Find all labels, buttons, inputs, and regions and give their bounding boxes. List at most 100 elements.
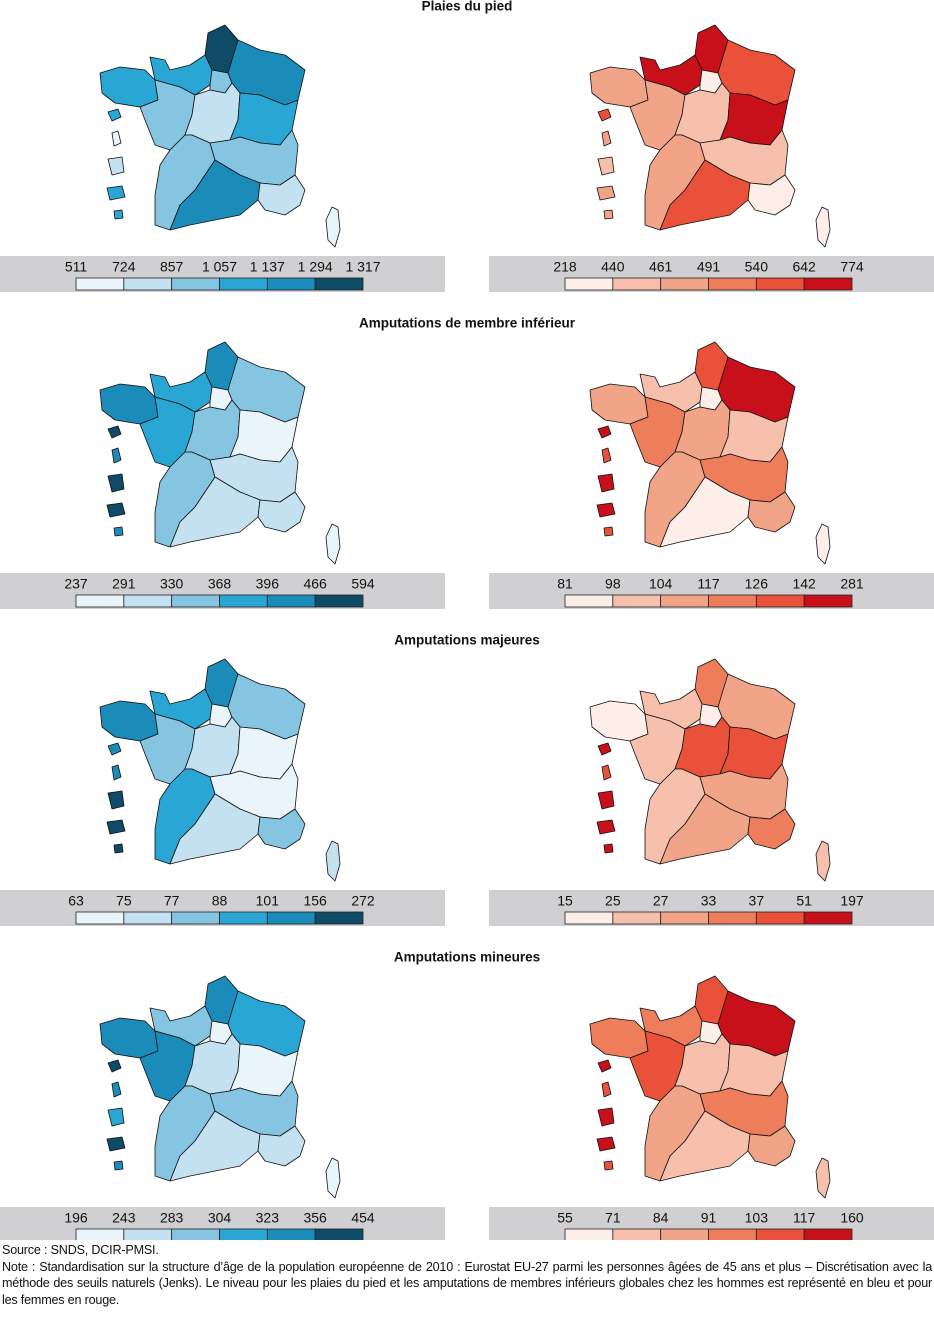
region [99, 66, 159, 108]
figure: Plaies du pied 511 724 857 1 057 1 137 1 294 1 … [0, 0, 934, 1240]
region [815, 840, 831, 882]
panel-title: Plaies du pied [422, 0, 513, 14]
legend-label: 243 [112, 1210, 136, 1226]
region [113, 209, 124, 220]
legend-label: 1 137 [250, 259, 285, 275]
legend-label: 724 [112, 259, 136, 275]
legend-swatch [660, 277, 709, 291]
legend-label: 15 [557, 893, 573, 909]
legend-swatch [708, 1228, 757, 1240]
legend-label: 283 [160, 1210, 184, 1226]
region [597, 1059, 612, 1073]
legend-swatch [612, 1228, 662, 1240]
map [99, 658, 341, 882]
region [589, 700, 649, 742]
legend-swatch [612, 594, 662, 608]
legend-label: 91 [701, 1210, 717, 1226]
legend-swatch [123, 594, 173, 608]
region [596, 819, 616, 835]
legend-swatch [314, 594, 364, 608]
legend-label: 81 [557, 576, 573, 592]
legend-label: 511 [65, 259, 88, 275]
legend-label: 37 [749, 893, 765, 909]
legend-label: 540 [745, 259, 769, 275]
region [747, 1125, 796, 1167]
panel-title: Amputations de membre inférieur [359, 316, 576, 331]
region [99, 383, 159, 425]
map [589, 658, 831, 882]
region [169, 159, 261, 231]
legend-swatch [171, 911, 220, 925]
source: Source : SNDS, DCIR-PMSI. [2, 1243, 159, 1257]
legend-label: 330 [160, 576, 184, 592]
region [99, 700, 159, 742]
region [659, 1110, 751, 1182]
legend-label: 491 [697, 259, 721, 275]
legend-swatch [564, 594, 614, 608]
region [111, 764, 122, 781]
region [107, 156, 125, 176]
legend-swatch [314, 1228, 364, 1240]
map [99, 24, 341, 248]
legend-label: 103 [745, 1210, 769, 1226]
map [589, 341, 831, 565]
legend-swatch [660, 1228, 709, 1240]
legend-label: 774 [840, 259, 864, 275]
legend-swatch [803, 277, 853, 291]
legend-swatch [75, 1228, 125, 1240]
legend-label: 156 [303, 893, 327, 909]
legend-label: 396 [256, 576, 280, 592]
region [325, 840, 341, 882]
legend-label: 104 [649, 576, 673, 592]
region [107, 790, 125, 810]
region [113, 526, 124, 537]
region [107, 1107, 125, 1127]
region [99, 1017, 159, 1059]
legend-label: 71 [605, 1210, 621, 1226]
region [596, 502, 616, 518]
legend-label: 272 [351, 893, 375, 909]
legend-swatch [123, 911, 173, 925]
legend-label: 291 [112, 576, 136, 592]
legend-label: 1 294 [298, 259, 333, 275]
legend-swatch [314, 277, 364, 291]
legend-label: 857 [160, 259, 184, 275]
legend-label: 323 [256, 1210, 280, 1226]
region [747, 808, 796, 850]
legend-label: 368 [208, 576, 232, 592]
legend-swatch [612, 911, 662, 925]
region [597, 1107, 615, 1127]
map [99, 975, 341, 1199]
region [169, 1110, 261, 1182]
legend-swatch [171, 1228, 220, 1240]
legend-swatch [171, 277, 220, 291]
region [107, 425, 122, 439]
region [257, 174, 306, 216]
region [601, 1081, 612, 1098]
legend-swatch [803, 911, 853, 925]
note: Note : Standardisation sur la structure … [2, 1259, 932, 1307]
legend-label: 27 [653, 893, 669, 909]
legend-swatch [219, 1228, 268, 1240]
region [106, 819, 126, 835]
legend-label: 218 [553, 259, 577, 275]
region [111, 1081, 122, 1098]
region [601, 447, 612, 464]
region [597, 425, 612, 439]
legend-swatch [75, 911, 125, 925]
region [603, 1160, 614, 1171]
legend-label: 88 [212, 893, 228, 909]
legend-swatch [314, 911, 364, 925]
region [597, 473, 615, 493]
map [589, 975, 831, 1199]
legend-label: 440 [601, 259, 625, 275]
legend-swatch [75, 277, 125, 291]
legend-label: 642 [792, 259, 816, 275]
legend-swatch [755, 1228, 805, 1240]
legend-swatch [75, 594, 125, 608]
region [589, 66, 649, 108]
legend-label: 77 [164, 893, 180, 909]
region [113, 843, 124, 854]
region [815, 523, 831, 565]
legend-label: 63 [68, 893, 84, 909]
